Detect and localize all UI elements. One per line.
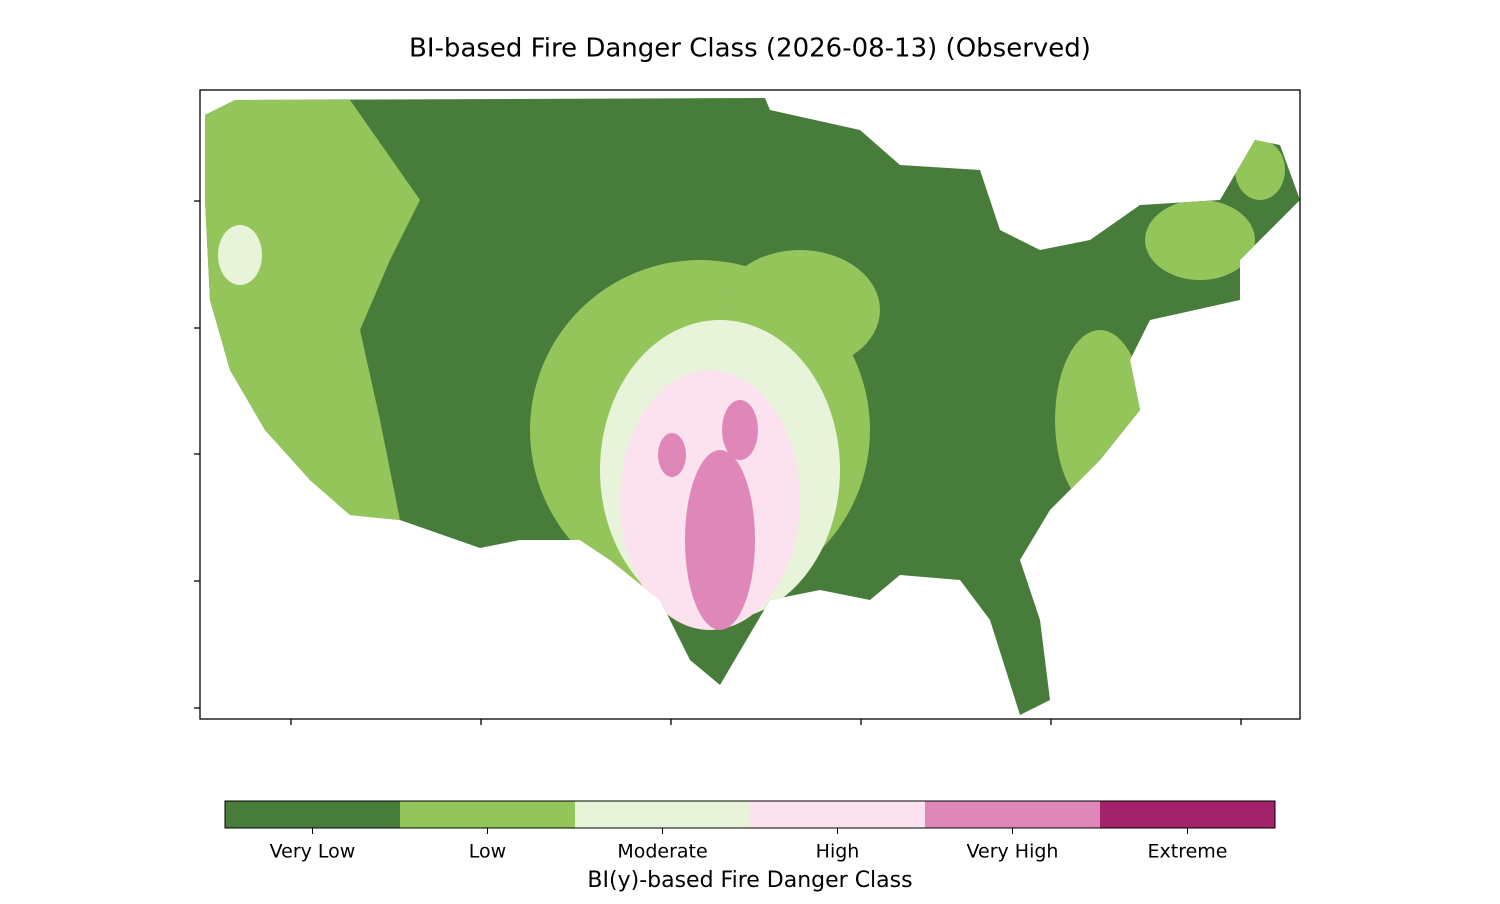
colorbar-segment: [575, 801, 750, 828]
colorbar-class-label: Moderate: [617, 841, 707, 863]
region: [658, 433, 686, 477]
map: [205, 98, 1300, 715]
map-title: BI-based Fire Danger Class (2026-08-13) …: [409, 34, 1091, 64]
region: [1235, 140, 1285, 200]
colorbar-segment: [225, 801, 400, 828]
region: [685, 450, 755, 630]
colorbar-class-label: Low: [469, 841, 506, 863]
colorbar-class-label: Very Low: [270, 841, 356, 863]
colorbar-segment: [400, 801, 575, 828]
colorbar-label: BI(y)-based Fire Danger Class: [587, 868, 912, 893]
region: [1145, 200, 1255, 280]
colorbar: Very Low Low Moderate High Very High Extreme: [225, 801, 1275, 863]
colorbar-class-label: Extreme: [1148, 841, 1228, 863]
colorbar-segment: [925, 801, 1100, 828]
colorbar-class-label: High: [816, 841, 860, 863]
map-frame: [194, 89, 1301, 725]
region: [1055, 330, 1145, 510]
region: [722, 400, 758, 460]
colorbar-class-label: Very High: [967, 841, 1059, 863]
colorbar-frame: [224, 800, 1276, 829]
colorbar-segment: [1100, 801, 1275, 828]
colorbar-segment: [750, 801, 925, 828]
region: [218, 225, 262, 285]
